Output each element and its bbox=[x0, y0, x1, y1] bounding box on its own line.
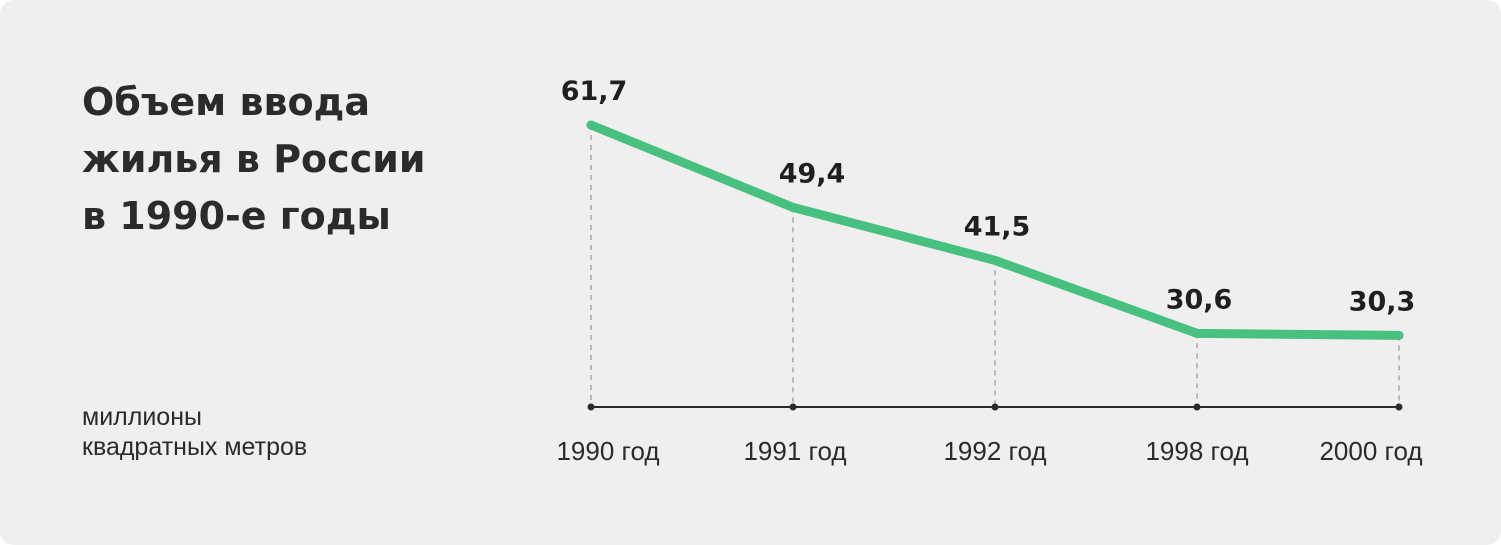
unit-label-line: миллионы bbox=[82, 403, 202, 431]
data-point bbox=[586, 120, 596, 130]
data-label: 30,3 bbox=[1349, 286, 1416, 317]
chart-title-line: в 1990-е годы bbox=[82, 194, 391, 238]
data-label: 61,7 bbox=[561, 76, 628, 107]
data-point bbox=[990, 255, 1000, 265]
data-point bbox=[1394, 330, 1404, 340]
x-tick-label: 1990 год bbox=[556, 436, 659, 466]
x-tick-label: 1991 год bbox=[743, 436, 846, 466]
axis-tick-dot bbox=[789, 403, 797, 411]
unit-label-line: квадратных метров bbox=[82, 433, 308, 461]
chart-title-line: жилья в России bbox=[82, 137, 426, 181]
data-point bbox=[1192, 328, 1202, 338]
chart-title-line: Объем ввода bbox=[82, 80, 370, 124]
x-tick-label: 1998 год bbox=[1145, 436, 1248, 466]
x-tick-label: 1992 год bbox=[943, 436, 1046, 466]
axis-tick-dot bbox=[1193, 403, 1201, 411]
data-label: 41,5 bbox=[964, 211, 1031, 242]
data-point bbox=[788, 202, 798, 212]
unit-label: миллионы квадратных метров bbox=[82, 402, 307, 462]
data-label: 30,6 bbox=[1166, 284, 1233, 315]
axis-tick-dot bbox=[991, 403, 999, 411]
chart-title: Объем ввода жилья в России в 1990-е годы bbox=[82, 74, 502, 245]
axis-tick-dot bbox=[1395, 403, 1403, 411]
axis-tick-dot bbox=[587, 403, 595, 411]
data-label: 49,4 bbox=[779, 158, 846, 189]
x-tick-label: 2000 год bbox=[1319, 436, 1422, 466]
